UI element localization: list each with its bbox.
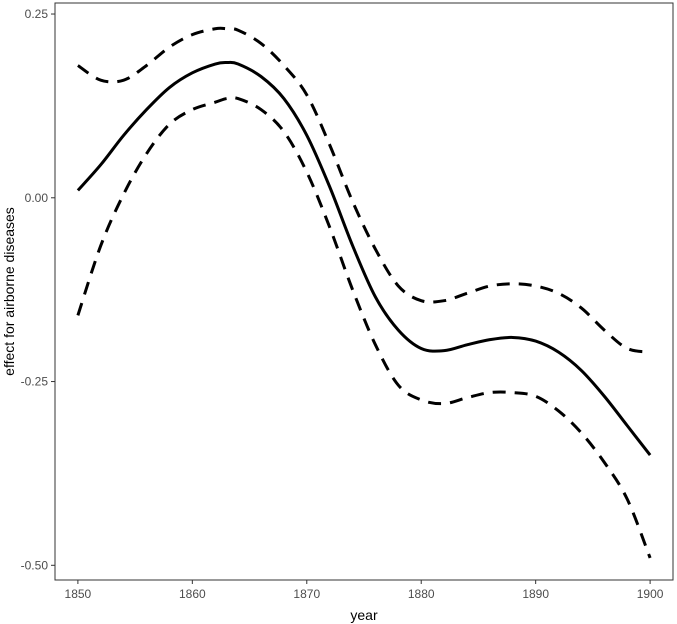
plot-panel [54, 2, 674, 581]
x-tick-label: 1880 [408, 587, 435, 601]
x-axis-title: year [350, 607, 378, 623]
y-tick-label: 0.25 [25, 7, 49, 21]
series-lines [76, 26, 652, 559]
x-tick-label: 1890 [522, 587, 549, 601]
x-tick-label: 1860 [179, 587, 206, 601]
confidence-band-line-2 [76, 96, 652, 559]
y-axis-title: effect for airborne diseases [1, 207, 17, 376]
y-axis-ticks: 0.25 0.00 -0.25 -0.50 [21, 7, 55, 572]
y-tick-label: 0.00 [25, 191, 49, 205]
effect-estimate-line [76, 60, 652, 456]
x-tick-label: 1900 [637, 587, 664, 601]
x-tick-label: 1870 [293, 587, 320, 601]
y-tick-label: -0.50 [21, 558, 49, 572]
x-axis-ticks: 1850 1860 1870 1880 1890 1900 [65, 580, 664, 601]
y-tick-label: -0.25 [21, 375, 49, 389]
x-tick-label: 1850 [65, 587, 92, 601]
confidence-band-line-1 [77, 26, 651, 354]
